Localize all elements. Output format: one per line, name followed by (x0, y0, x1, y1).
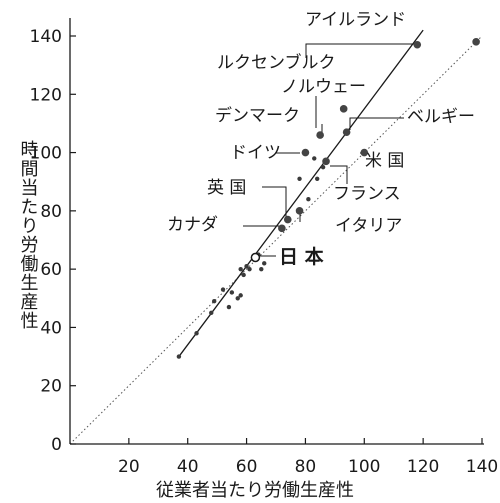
point-label: 英 国 (207, 178, 246, 198)
x-tick-label: 40 (177, 457, 199, 477)
y-tick-label: 40 (40, 318, 62, 338)
point-label: 日 本 (279, 245, 324, 268)
data-point (312, 156, 317, 161)
x-tick-label: 60 (236, 457, 258, 477)
data-point-labeled (301, 148, 310, 157)
data-point (194, 331, 199, 336)
point-label: フランス (333, 184, 401, 204)
y-tick-label: 100 (30, 144, 62, 164)
data-point (297, 176, 302, 181)
data-point (226, 304, 232, 310)
y-tick-label: 120 (30, 85, 62, 105)
x-tick-label: 20 (118, 457, 140, 477)
data-point-labeled (295, 207, 304, 215)
point-label: ルクセンブルク (217, 52, 336, 73)
data-point (235, 296, 240, 301)
data-point (238, 266, 243, 272)
leader-uk (262, 186, 287, 218)
data-point (247, 266, 252, 272)
data-point (320, 164, 326, 170)
data-point-labeled (472, 38, 480, 46)
data-point-labeled (413, 40, 422, 49)
data-point-labeled (360, 148, 369, 157)
y-axis-title: 時間当たり労働生産性 (18, 140, 39, 330)
point-label: カナダ (167, 215, 218, 235)
x-axis-title: 従業者当たり労働生産性 (156, 480, 354, 501)
point-label: ベルギー (407, 107, 475, 127)
leader-france (330, 165, 348, 184)
data-point (306, 197, 311, 202)
data-point (315, 176, 320, 181)
data-point (220, 287, 226, 292)
data-point (259, 266, 264, 272)
data-point (241, 272, 246, 278)
data-point-labeled (342, 128, 351, 136)
data-point-labeled (278, 224, 286, 233)
point-label: イタリア (335, 216, 402, 236)
x-tick-label: 140 (466, 457, 498, 477)
data-point (262, 261, 267, 266)
y-tick-label: 20 (40, 377, 62, 397)
y-tick-label: 60 (40, 260, 62, 280)
data-point (209, 310, 214, 316)
data-point (176, 354, 182, 359)
point-label: ノルウェー (281, 77, 366, 97)
y-tick-label: 80 (40, 202, 62, 222)
data-point-labeled (316, 131, 324, 139)
y-tick-label: 140 (30, 27, 62, 47)
x-tick-label: 120 (407, 457, 439, 477)
data-point (229, 290, 235, 295)
x-tick-label: 100 (348, 457, 380, 477)
data-point (212, 299, 217, 304)
data-point (244, 264, 249, 269)
leader-ireland-luxembourg (305, 43, 416, 58)
data-point-labeled (339, 105, 348, 113)
point-label: アイルランド (305, 10, 406, 30)
data-point-labeled (250, 252, 261, 263)
y-tick-label: 0 (51, 435, 62, 455)
regression-line (178, 29, 424, 357)
data-point-labeled (283, 215, 292, 224)
x-tick-label: 80 (295, 457, 317, 477)
leader-belgium (349, 117, 404, 130)
data-point-labeled (322, 157, 330, 166)
point-label: 米 国 (365, 151, 404, 171)
data-point (238, 293, 243, 298)
point-label: ドイツ (230, 143, 281, 163)
point-label: デンマーク (215, 105, 300, 126)
reference-line (69, 35, 483, 445)
